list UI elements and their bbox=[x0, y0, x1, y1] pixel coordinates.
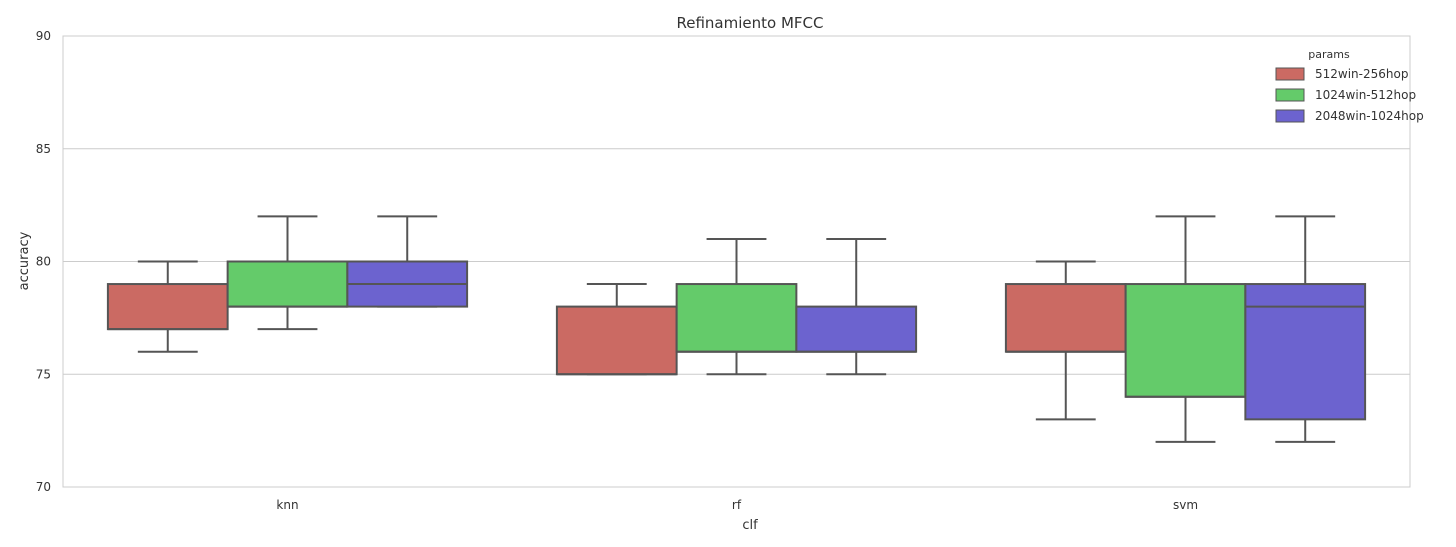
box-body bbox=[675, 283, 798, 353]
legend-item: 2048win-1024hop bbox=[1275, 109, 1424, 123]
y-tick-label: 90 bbox=[36, 29, 51, 43]
x-tick-label: knn bbox=[276, 498, 298, 512]
y-tick-label: 75 bbox=[36, 367, 51, 381]
x-tick-label: rf bbox=[732, 498, 742, 512]
legend-item: 512win-256hop bbox=[1275, 67, 1408, 81]
box-body bbox=[795, 305, 918, 353]
box-body bbox=[1004, 283, 1127, 353]
y-tick-label: 70 bbox=[36, 480, 51, 494]
box-svm-1 bbox=[1124, 215, 1247, 443]
legend-title: params bbox=[1308, 48, 1350, 61]
legend-swatch bbox=[1275, 109, 1305, 123]
y-tick-label: 80 bbox=[36, 255, 51, 269]
box-rf-2 bbox=[795, 237, 918, 376]
legend-swatch bbox=[1275, 67, 1305, 81]
y-tick-label: 85 bbox=[36, 142, 51, 156]
box-svm-0 bbox=[1004, 260, 1127, 421]
box-knn-2 bbox=[346, 215, 469, 308]
legend-swatch bbox=[1275, 88, 1305, 102]
x-tick-label: svm bbox=[1173, 498, 1198, 512]
box-svm-2 bbox=[1244, 215, 1367, 443]
x-axis-label: clf bbox=[742, 518, 758, 533]
box-knn-0 bbox=[106, 260, 229, 353]
box-body bbox=[555, 305, 678, 376]
box-body bbox=[106, 283, 229, 331]
box-layer bbox=[106, 215, 1367, 443]
legend-label: 512win-256hop bbox=[1315, 67, 1408, 81]
box-knn-1 bbox=[226, 215, 349, 331]
plot-frame bbox=[62, 35, 1411, 488]
box-body bbox=[226, 260, 349, 308]
box-body bbox=[1124, 283, 1247, 398]
x-axis-ticks: knn rf svm bbox=[276, 498, 1198, 512]
box-body bbox=[1244, 283, 1367, 421]
legend-item: 1024win-512hop bbox=[1275, 88, 1416, 102]
legend-label: 1024win-512hop bbox=[1315, 88, 1416, 102]
legend-label: 2048win-1024hop bbox=[1315, 109, 1424, 123]
box-rf-0 bbox=[555, 283, 678, 376]
y-axis-ticks: 70 75 80 85 90 bbox=[36, 29, 51, 494]
legend: params 512win-256hop 1024win-512hop 2048wi… bbox=[1275, 48, 1424, 123]
y-axis-label: accuracy bbox=[17, 231, 32, 290]
box-rf-1 bbox=[675, 237, 798, 376]
chart-title: Refinamiento MFCC bbox=[677, 14, 824, 32]
